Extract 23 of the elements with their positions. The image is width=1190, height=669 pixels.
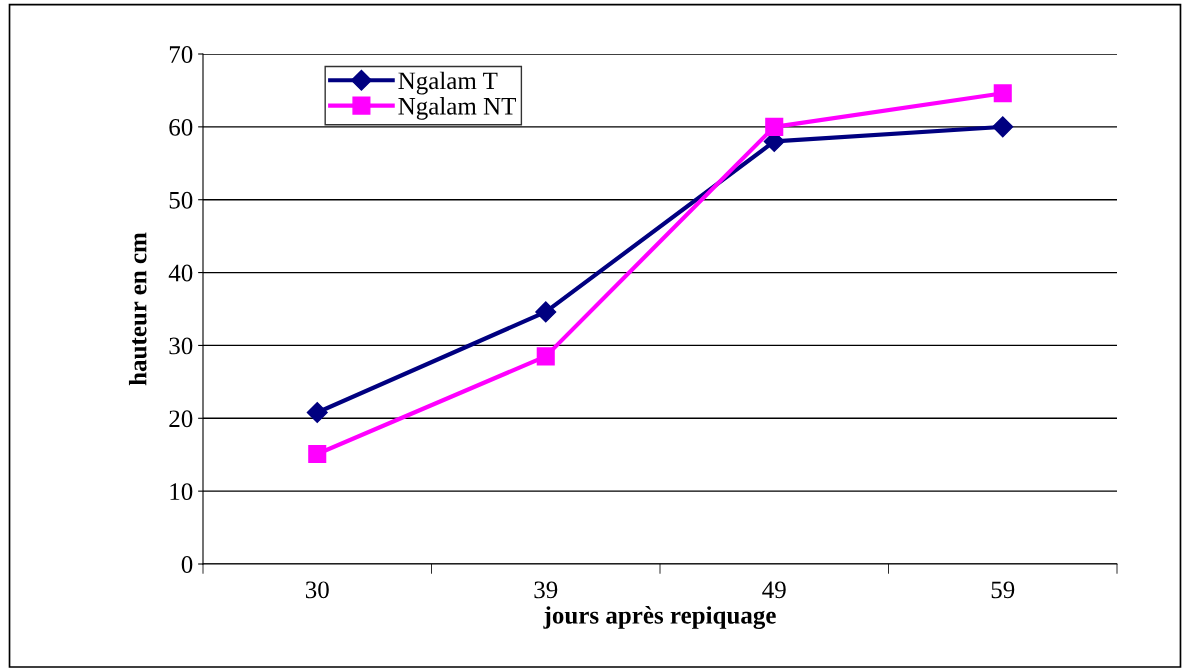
y-tick-label: 50 xyxy=(169,191,193,209)
x-tick-label: 59 xyxy=(991,581,1015,599)
point xyxy=(993,84,1012,103)
y-tick-label: 60 xyxy=(169,118,193,136)
point xyxy=(535,301,557,323)
y-tick-label: 70 xyxy=(169,46,193,63)
legend-label: Ngalam NT xyxy=(398,97,516,120)
legend-label: Ngalam T xyxy=(398,71,498,95)
point xyxy=(308,444,327,464)
x-tick-label: 49 xyxy=(762,581,786,599)
point xyxy=(306,401,328,423)
x-axis-title: jours après repiquage xyxy=(543,606,776,630)
point xyxy=(536,347,555,366)
y-tick-label: 20 xyxy=(169,410,193,428)
point xyxy=(765,117,784,136)
y-tick-label: 10 xyxy=(170,483,193,501)
x-tick-label: 30 xyxy=(305,581,329,599)
y-axis-title: hauteur en cm xyxy=(128,232,147,386)
y-tick-label: 30 xyxy=(169,337,193,355)
x-tick-label: 39 xyxy=(534,581,558,599)
y-tick-label: 0 xyxy=(181,556,193,573)
point xyxy=(992,116,1014,138)
y-tick-label: 40 xyxy=(168,264,193,282)
